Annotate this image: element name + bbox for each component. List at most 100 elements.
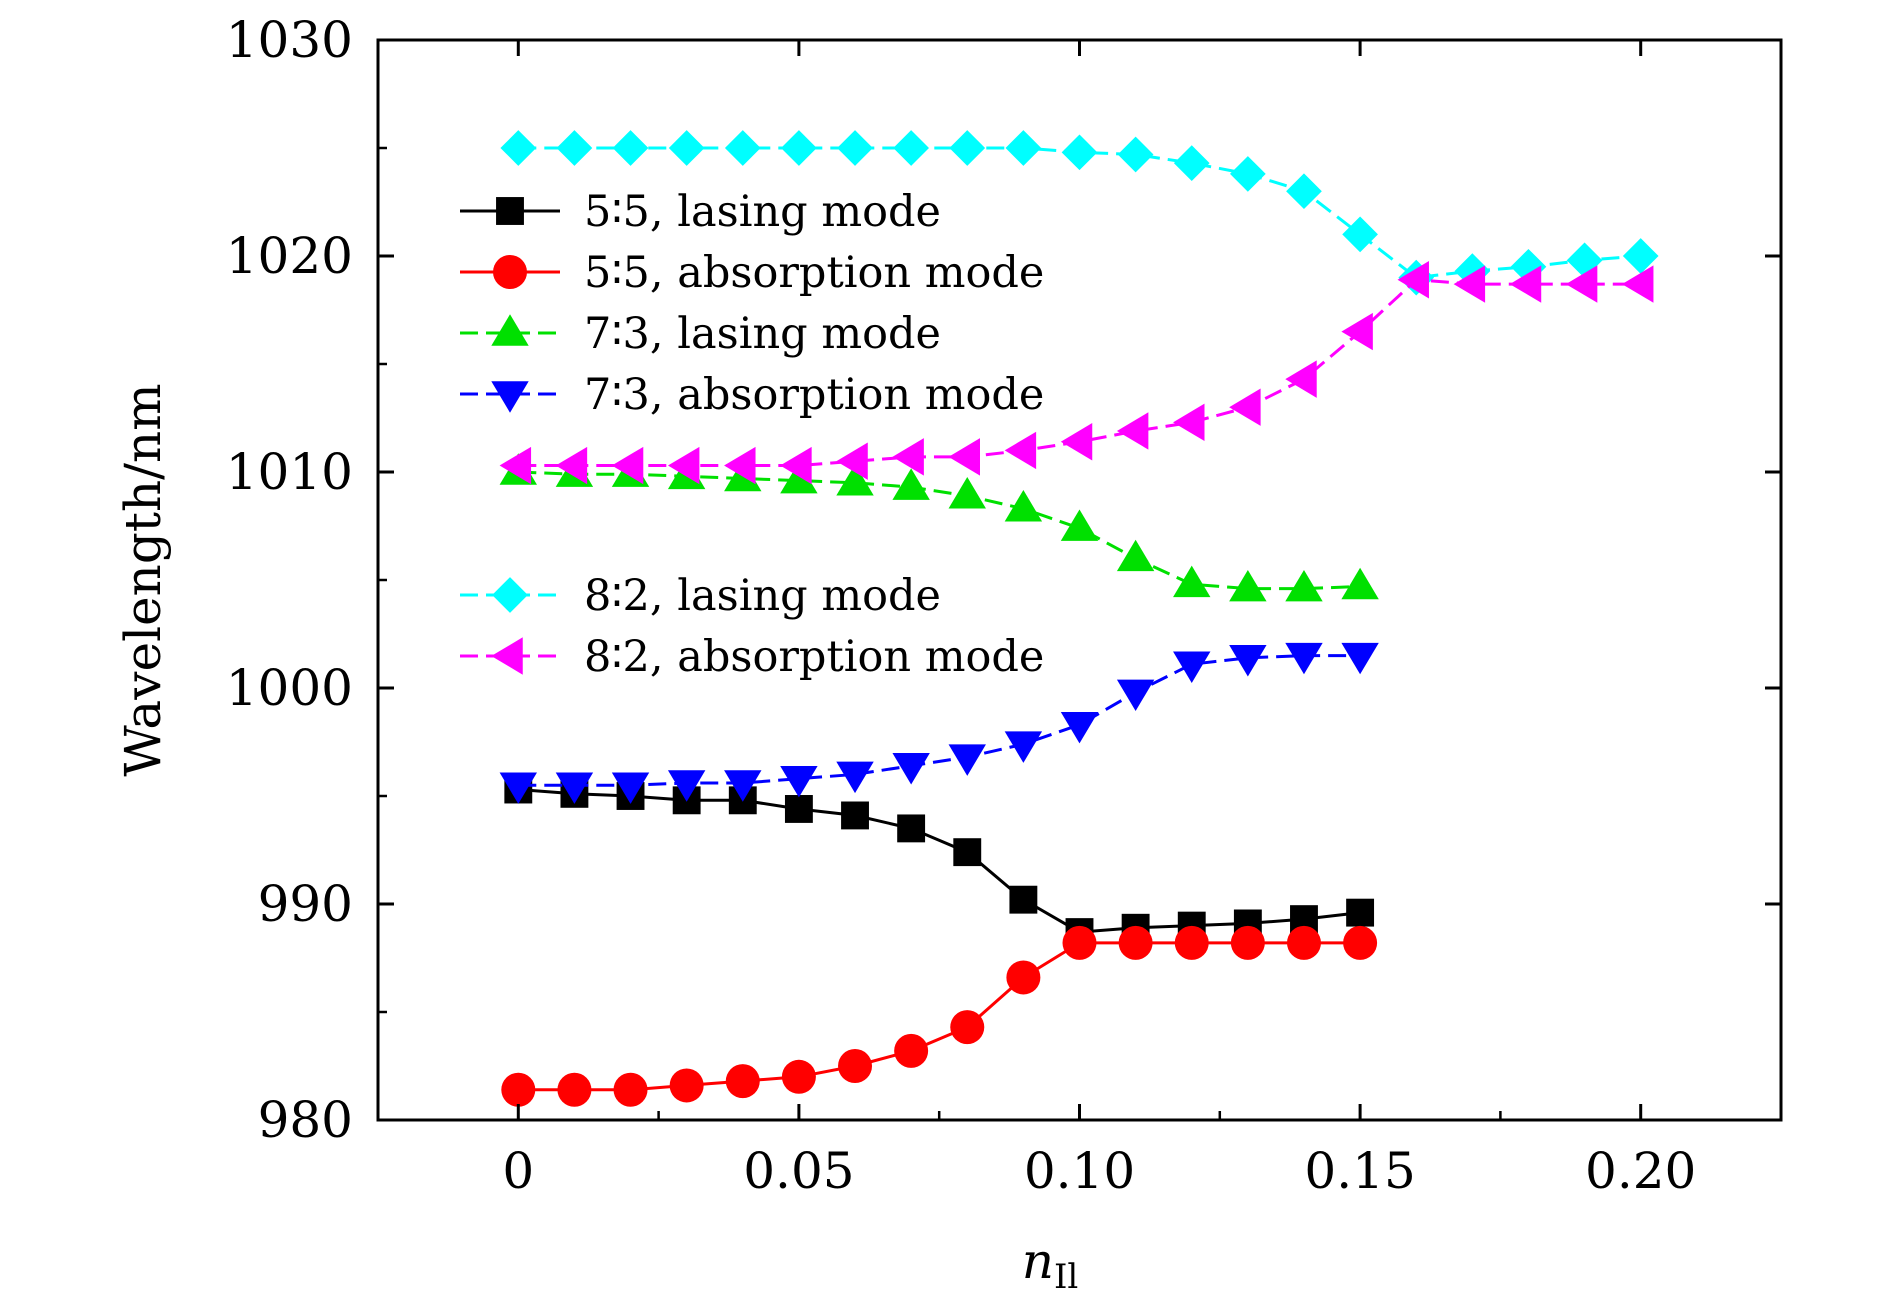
data-point	[1510, 248, 1547, 285]
data-point	[1173, 403, 1205, 442]
y-tick-label: 1010	[226, 443, 353, 501]
data-point	[1286, 925, 1321, 960]
data-point	[1060, 423, 1093, 461]
data-point	[1230, 156, 1266, 192]
x-tick-label: 0.20	[1585, 1142, 1696, 1200]
data-point	[1229, 645, 1267, 677]
legend-marker	[493, 255, 527, 289]
legend-marker	[492, 577, 528, 613]
data-point	[557, 1072, 592, 1107]
legend-item: 7∶3, lasing mode	[460, 309, 941, 359]
data-point	[1062, 925, 1097, 960]
data-point	[780, 765, 818, 798]
data-point	[724, 446, 756, 485]
legend-label: 7∶3, lasing mode	[584, 309, 941, 359]
data-point	[1116, 539, 1155, 572]
data-point	[611, 772, 650, 804]
data-point	[613, 1072, 648, 1107]
data-point	[892, 468, 930, 500]
series-2	[501, 925, 1378, 1107]
tick-layer: 0 0.05 0.10 0.15 0.20 980 990 1000 1010 1020 1030	[226, 11, 1783, 1200]
data-point	[1009, 885, 1038, 914]
x-axis-title-main: n	[1022, 1232, 1054, 1290]
data-point	[784, 795, 813, 823]
legend-item: 5∶5, lasing mode	[460, 187, 941, 237]
data-point	[669, 1068, 704, 1103]
legend-item: 8∶2, lasing mode	[460, 571, 941, 621]
data-point	[1622, 265, 1654, 303]
data-point	[1229, 388, 1261, 426]
y-tick-label: 1020	[226, 227, 353, 285]
data-point	[667, 446, 700, 485]
legend-item: 5∶5, absorption mode	[460, 248, 1044, 298]
data-point	[1006, 960, 1041, 995]
data-point	[780, 461, 818, 494]
data-point	[725, 1064, 760, 1099]
data-point	[1004, 490, 1043, 522]
data-point	[1116, 679, 1155, 712]
data-point	[1285, 642, 1323, 675]
data-point	[1285, 569, 1323, 602]
data-point	[1117, 136, 1154, 173]
data-point	[1116, 412, 1149, 450]
legend: 5∶5, lasing mode 5∶5, absorption mode 7∶3,…	[460, 187, 1044, 682]
data-point	[667, 770, 706, 802]
data-point	[1061, 134, 1098, 171]
series-line	[518, 470, 1361, 591]
data-point	[1346, 898, 1375, 927]
legend-marker	[496, 197, 524, 225]
data-point	[612, 130, 649, 166]
data-point	[501, 1072, 536, 1107]
data-point	[894, 1033, 929, 1068]
data-point	[1004, 431, 1037, 470]
data-point	[953, 838, 982, 867]
data-point	[1285, 360, 1317, 398]
data-point	[897, 814, 926, 843]
data-point	[781, 1059, 816, 1094]
data-point	[892, 438, 924, 476]
legend-label: 5∶5, absorption mode	[584, 248, 1044, 298]
data-point	[836, 442, 868, 480]
legend-marker	[491, 381, 529, 413]
legend-label: 8∶2, lasing mode	[584, 571, 941, 621]
data-point	[555, 446, 588, 485]
data-point	[499, 772, 537, 804]
data-point	[948, 438, 981, 476]
data-point	[950, 1010, 985, 1045]
data-point	[1060, 711, 1099, 744]
legend-item: 8∶2, absorption mode	[460, 632, 1044, 682]
data-point	[555, 772, 594, 804]
series-line	[518, 654, 1361, 787]
data-point	[949, 130, 986, 166]
plot-frame	[376, 38, 1783, 1122]
data-point	[780, 446, 812, 485]
legend-label: 7∶3, absorption mode	[584, 370, 1044, 420]
series-layer	[499, 130, 1659, 1107]
series-line	[518, 788, 1361, 934]
data-point	[1004, 731, 1043, 763]
data-point	[1397, 261, 1429, 299]
data-point	[781, 130, 817, 166]
x-axis-title-subscript: Il	[1054, 1257, 1078, 1297]
data-point	[1343, 925, 1378, 960]
legend-marker	[491, 314, 529, 346]
data-point	[893, 130, 929, 166]
data-point	[892, 753, 930, 785]
x-tick-label: 0.05	[743, 1142, 854, 1200]
y-axis-title: Wavelength/nm	[114, 383, 172, 776]
data-point	[836, 464, 874, 496]
data-point	[556, 130, 593, 166]
data-point	[1174, 925, 1209, 960]
series-6	[499, 261, 1654, 485]
data-point	[1230, 925, 1265, 960]
y-tick-label: 980	[258, 1091, 353, 1149]
data-point	[1118, 925, 1153, 960]
data-point	[1173, 651, 1211, 683]
data-point	[724, 770, 762, 802]
data-point	[1453, 265, 1486, 303]
data-point	[499, 446, 532, 485]
legend-label: 8∶2, absorption mode	[584, 632, 1044, 682]
data-point	[1622, 238, 1659, 274]
